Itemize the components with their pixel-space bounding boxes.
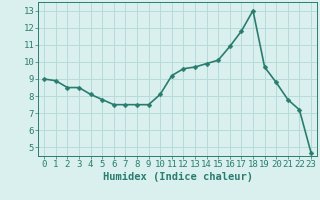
X-axis label: Humidex (Indice chaleur): Humidex (Indice chaleur) bbox=[103, 172, 252, 182]
